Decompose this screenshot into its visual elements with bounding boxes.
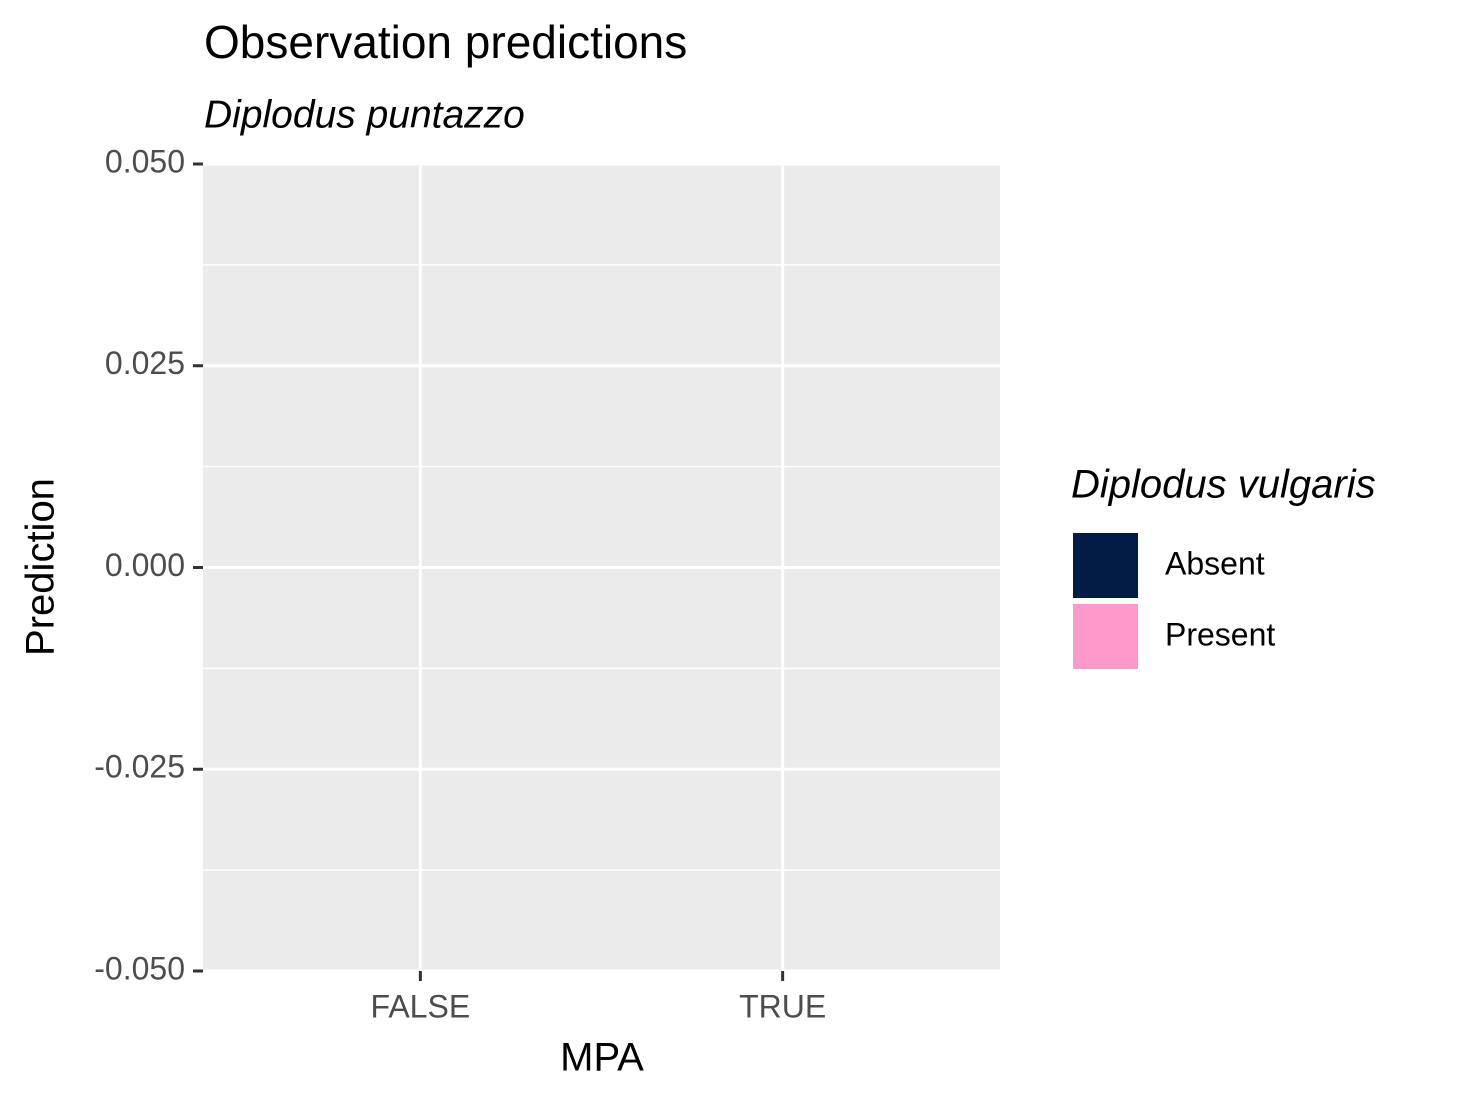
y-tick-label: -0.050 — [94, 950, 185, 986]
x-axis-title: MPA — [560, 1036, 644, 1080]
y-tick-label: 0.025 — [105, 345, 185, 381]
legend-key — [1071, 531, 1140, 600]
x-tick-label: TRUE — [739, 988, 826, 1024]
x-tick-label: FALSE — [371, 988, 471, 1024]
y-axis-title: Prediction — [19, 478, 63, 656]
legend-title: Diplodus vulgaris — [1071, 463, 1376, 507]
legend-label: Present — [1165, 616, 1275, 652]
y-tick-label: -0.025 — [94, 749, 185, 785]
y-tick-label: 0.000 — [105, 547, 185, 583]
legend-label: Absent — [1165, 545, 1265, 581]
legend-key — [1071, 602, 1140, 671]
chart-title: Observation predictions — [204, 16, 687, 68]
chart-subtitle: Diplodus puntazzo — [204, 93, 525, 136]
y-tick-label: 0.050 — [105, 143, 185, 179]
